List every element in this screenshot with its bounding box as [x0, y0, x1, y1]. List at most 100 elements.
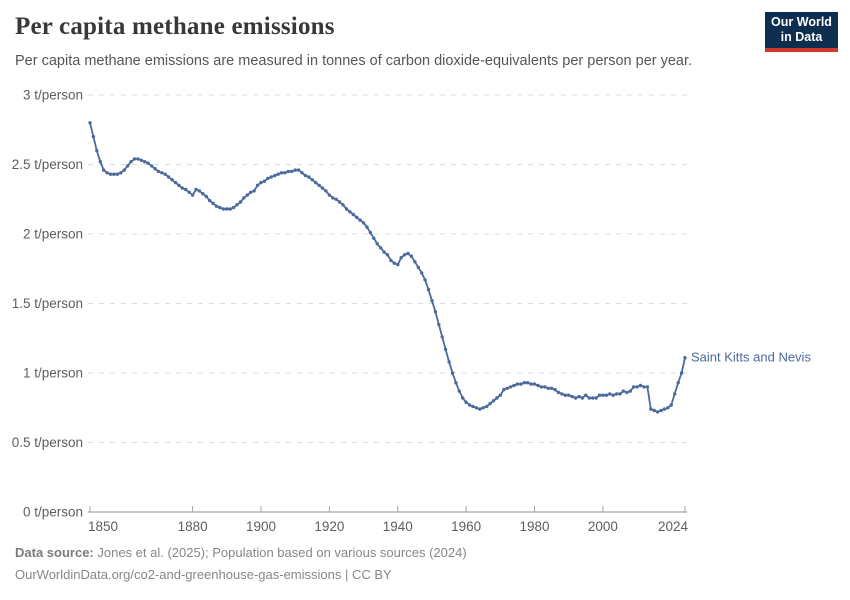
- data-point-marker: [396, 262, 400, 267]
- data-point-marker: [115, 172, 120, 176]
- data-point-marker: [259, 180, 263, 185]
- data-point-marker: [546, 386, 550, 390]
- data-point-marker: [361, 221, 366, 225]
- data-point-marker: [669, 403, 673, 407]
- data-point-marker: [645, 385, 650, 389]
- data-point-marker: [488, 401, 492, 406]
- data-point-marker: [231, 205, 236, 210]
- data-point-marker: [413, 260, 417, 264]
- data-point-marker: [676, 381, 680, 385]
- data-point-marker: [273, 173, 277, 178]
- data-source-line: Data source: Jones et al. (2025); Popula…: [15, 542, 467, 564]
- data-point-marker: [505, 386, 509, 390]
- data-point-marker: [218, 205, 222, 210]
- data-point-marker: [666, 406, 670, 410]
- data-point-marker: [591, 396, 595, 400]
- data-point-marker: [423, 278, 427, 282]
- data-point-marker: [430, 299, 434, 303]
- data-point-marker: [279, 171, 284, 175]
- data-point-marker: [495, 396, 499, 400]
- data-point-marker: [187, 190, 191, 194]
- data-point-marker: [262, 179, 267, 183]
- y-axis-tick-label: 2.5 t/person: [12, 157, 83, 172]
- data-point-marker: [170, 178, 174, 182]
- data-point-marker: [474, 406, 479, 410]
- y-axis-tick-label: 0 t/person: [23, 505, 83, 520]
- data-point-marker: [457, 389, 461, 393]
- data-point-marker: [601, 393, 605, 397]
- data-point-marker: [498, 393, 502, 397]
- y-axis-tick-label: 0.5 t/person: [12, 435, 83, 450]
- chart-subtitle: Per capita methane emissions are measure…: [15, 53, 693, 69]
- data-point-marker: [454, 381, 458, 385]
- data-point-marker: [471, 404, 475, 409]
- data-point-marker: [426, 287, 431, 292]
- data-point-marker: [543, 385, 547, 389]
- footer-license: | CC BY: [341, 567, 392, 582]
- data-point-marker: [632, 385, 636, 389]
- data-point-marker: [266, 176, 270, 181]
- data-point-marker: [385, 253, 390, 257]
- data-point-marker: [327, 193, 332, 197]
- data-point-marker: [580, 396, 585, 400]
- data-point-marker: [139, 158, 143, 162]
- data-point-marker: [245, 193, 249, 197]
- data-point-marker: [166, 175, 171, 179]
- data-point-marker: [508, 385, 513, 389]
- data-point-marker: [539, 385, 544, 389]
- data-point-marker: [389, 258, 393, 263]
- data-point-marker: [190, 193, 195, 197]
- data-point-marker: [119, 171, 123, 175]
- data-point-marker: [491, 399, 496, 403]
- data-point-marker: [481, 406, 485, 410]
- data-point-marker: [314, 180, 318, 185]
- data-point-marker: [379, 246, 383, 250]
- data-point-marker: [351, 212, 355, 217]
- data-point-marker: [358, 218, 362, 222]
- chart-footer: Data source: Jones et al. (2025); Popula…: [15, 542, 467, 586]
- data-point-marker: [614, 392, 619, 396]
- data-point-marker: [331, 196, 335, 200]
- data-point-marker: [286, 169, 290, 174]
- data-point-marker: [372, 236, 376, 240]
- data-point-marker: [194, 187, 198, 192]
- data-point-marker: [88, 121, 92, 125]
- data-point-marker: [549, 386, 554, 390]
- data-point-marker: [341, 203, 345, 207]
- data-point-marker: [443, 347, 448, 352]
- data-point-marker: [112, 172, 116, 176]
- data-point-marker: [416, 265, 420, 270]
- data-point-marker: [635, 385, 639, 389]
- x-axis-tick-label: 2024: [658, 519, 689, 534]
- data-point-marker: [519, 382, 523, 386]
- data-point-marker: [464, 400, 468, 404]
- data-point-marker: [283, 171, 287, 175]
- data-point-marker: [95, 148, 99, 153]
- data-point-marker: [98, 160, 103, 164]
- data-point-marker: [625, 390, 629, 395]
- data-point-marker: [673, 392, 677, 396]
- data-point-marker: [324, 189, 328, 193]
- data-point-marker: [642, 385, 646, 389]
- data-point-marker: [560, 392, 564, 396]
- data-point-marker: [184, 187, 188, 192]
- x-axis-tick-label: 2000: [588, 519, 618, 534]
- x-axis-tick-label: 1920: [314, 519, 344, 534]
- y-axis-tick-label: 1.5 t/person: [12, 296, 83, 311]
- data-point-marker: [214, 204, 219, 208]
- data-point-marker: [618, 392, 622, 396]
- data-point-marker: [290, 169, 294, 174]
- owid-logo[interactable]: Our World in Data: [765, 12, 838, 52]
- data-point-marker: [594, 396, 598, 400]
- y-axis-tick-label: 2 t/person: [23, 227, 83, 242]
- data-point-marker: [587, 396, 591, 400]
- data-point-marker: [522, 381, 526, 385]
- x-axis-tick-label: 1980: [520, 519, 550, 534]
- footer-url[interactable]: OurWorldinData.org/co2-and-greenhouse-ga…: [15, 567, 342, 582]
- footer-link-line: OurWorldinData.org/co2-and-greenhouse-ga…: [15, 564, 467, 586]
- data-point-marker: [228, 207, 232, 211]
- data-point-marker: [173, 180, 178, 185]
- data-point-marker: [269, 175, 273, 179]
- data-point-marker: [529, 382, 533, 386]
